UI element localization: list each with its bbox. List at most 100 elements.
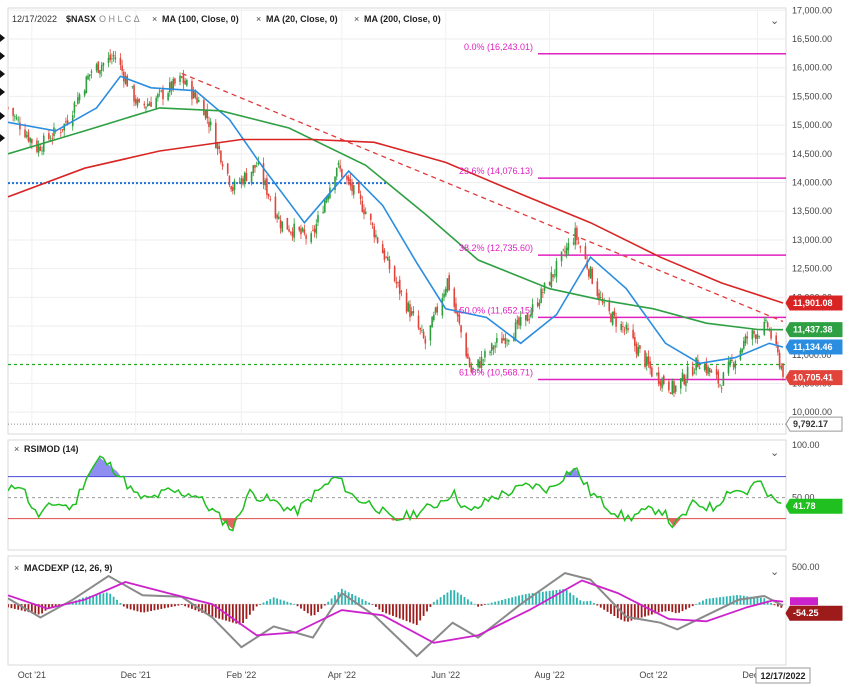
macd-histogram-bar (371, 604, 374, 605)
ma20-line[interactable] (8, 75, 784, 365)
candle-body (431, 316, 433, 328)
candle-body (267, 193, 270, 197)
macd-histogram-bar (143, 604, 146, 613)
candle-body (112, 54, 115, 57)
remove-study-icon[interactable]: × (256, 14, 261, 24)
macd-histogram-bar (8, 604, 9, 608)
price-tick-label: 10,000.00 (792, 407, 832, 417)
price-tick-label: 15,500.00 (792, 91, 832, 101)
candle-body (421, 329, 423, 331)
candle-body (83, 90, 86, 96)
rsi-line[interactable] (8, 455, 782, 532)
header-symbol[interactable]: $NASX (66, 14, 96, 24)
remove-study-icon[interactable]: × (152, 14, 157, 24)
candle-body (705, 362, 708, 373)
macd-histogram-bar (705, 598, 708, 605)
candle-body (347, 176, 350, 182)
candle-body (482, 359, 485, 361)
macd-histogram-bar (429, 604, 432, 607)
remove-study-icon[interactable]: × (14, 444, 19, 454)
macd-title[interactable]: MACDEXP (12, 26, 9) (24, 563, 112, 573)
macd-signal-line[interactable] (8, 579, 784, 644)
macd-histogram-bar (657, 604, 660, 613)
fib-level-label: 23.6% (14,076.13) (459, 166, 533, 176)
candle-body (674, 385, 677, 392)
study-ma200[interactable]: MA (200, Close, 0) (364, 14, 441, 24)
candle-body (339, 165, 341, 169)
macd-histogram-bar (644, 604, 646, 617)
candle-body (656, 373, 658, 375)
macd-histogram-bar (201, 604, 204, 613)
candle-body (317, 215, 319, 223)
candle-body (305, 235, 307, 239)
drawing-tool-arrows[interactable] (0, 34, 5, 142)
macd-histogram-bar (13, 604, 16, 609)
candle-body (209, 121, 212, 126)
tool-arrow-icon[interactable] (0, 70, 5, 78)
candle-body (751, 330, 754, 340)
ma100-line[interactable] (8, 107, 784, 331)
rsi-collapse-chevron-icon[interactable]: ⌄ (770, 447, 779, 459)
macd-histogram-bar (610, 604, 612, 614)
remove-study-icon[interactable]: × (354, 14, 359, 24)
candle-body (519, 317, 522, 326)
tool-arrow-icon[interactable] (0, 112, 5, 120)
rsi-value-tag-box (785, 498, 843, 514)
macd-histogram-bar (112, 596, 115, 605)
macd-histogram-bar (562, 589, 565, 605)
rsi-title[interactable]: RSIMOD (14) (24, 444, 79, 454)
remove-study-icon[interactable]: × (14, 563, 19, 573)
macd-histogram-bar (323, 604, 326, 606)
macd-histogram-bar (415, 604, 418, 625)
candle-body (114, 57, 117, 60)
candle-body (87, 75, 89, 80)
macd-histogram-bar (582, 601, 585, 605)
macd-histogram-bar (780, 604, 783, 608)
candle-body (555, 260, 558, 278)
macd-histogram-bar (231, 604, 234, 623)
macd-histogram-bar (650, 604, 653, 615)
macd-histogram-bar (10, 604, 13, 609)
macd-line[interactable] (8, 572, 784, 658)
fib-level-label: 50.0% (11,652.15) (460, 305, 533, 315)
macd-histogram-bar (422, 604, 425, 616)
candle-body (455, 303, 457, 314)
tool-arrow-icon[interactable] (0, 34, 5, 42)
tool-arrow-icon[interactable] (0, 134, 5, 142)
study-ma20[interactable]: MA (20, Close, 0) (266, 14, 338, 24)
candle-body (707, 366, 709, 375)
candle-body (196, 97, 198, 103)
candle-body (204, 110, 207, 119)
trend-line[interactable] (181, 72, 784, 323)
macd-histogram-bar (470, 601, 473, 605)
study-ma100[interactable]: MA (100, Close, 0) (162, 14, 239, 24)
collapse-chevron-icon[interactable]: ⌄ (770, 15, 779, 27)
candle-body (172, 78, 175, 90)
candle-body (611, 311, 614, 325)
candle-body (620, 324, 622, 331)
candle-body (8, 107, 9, 109)
candle-body (395, 281, 398, 284)
candle-body (651, 367, 653, 377)
candle-body (215, 122, 217, 149)
candle-body (346, 176, 348, 180)
tool-arrow-icon[interactable] (0, 88, 5, 96)
tool-arrow-icon[interactable] (0, 52, 5, 60)
candle-body (596, 281, 599, 296)
date-tick-label: Jun '22 (431, 670, 460, 680)
macd-collapse-chevron-icon[interactable]: ⌄ (770, 566, 779, 578)
macd-histogram-bar (514, 596, 517, 605)
macd-histogram-bar (405, 604, 408, 622)
macd-histogram-bar (661, 604, 663, 612)
candle-body (504, 337, 507, 344)
candle-body (242, 178, 244, 185)
candle-body (124, 76, 127, 84)
ma200-line[interactable] (8, 138, 784, 304)
ma200-value-tag: 11,901.08 (793, 298, 833, 308)
candle-body (458, 314, 461, 324)
macd-histogram-bar (439, 597, 442, 605)
price-tick-label: 16,500.00 (792, 34, 832, 44)
candle-body (37, 145, 40, 153)
macd-histogram-bar (238, 604, 241, 625)
candle-body (352, 185, 355, 195)
